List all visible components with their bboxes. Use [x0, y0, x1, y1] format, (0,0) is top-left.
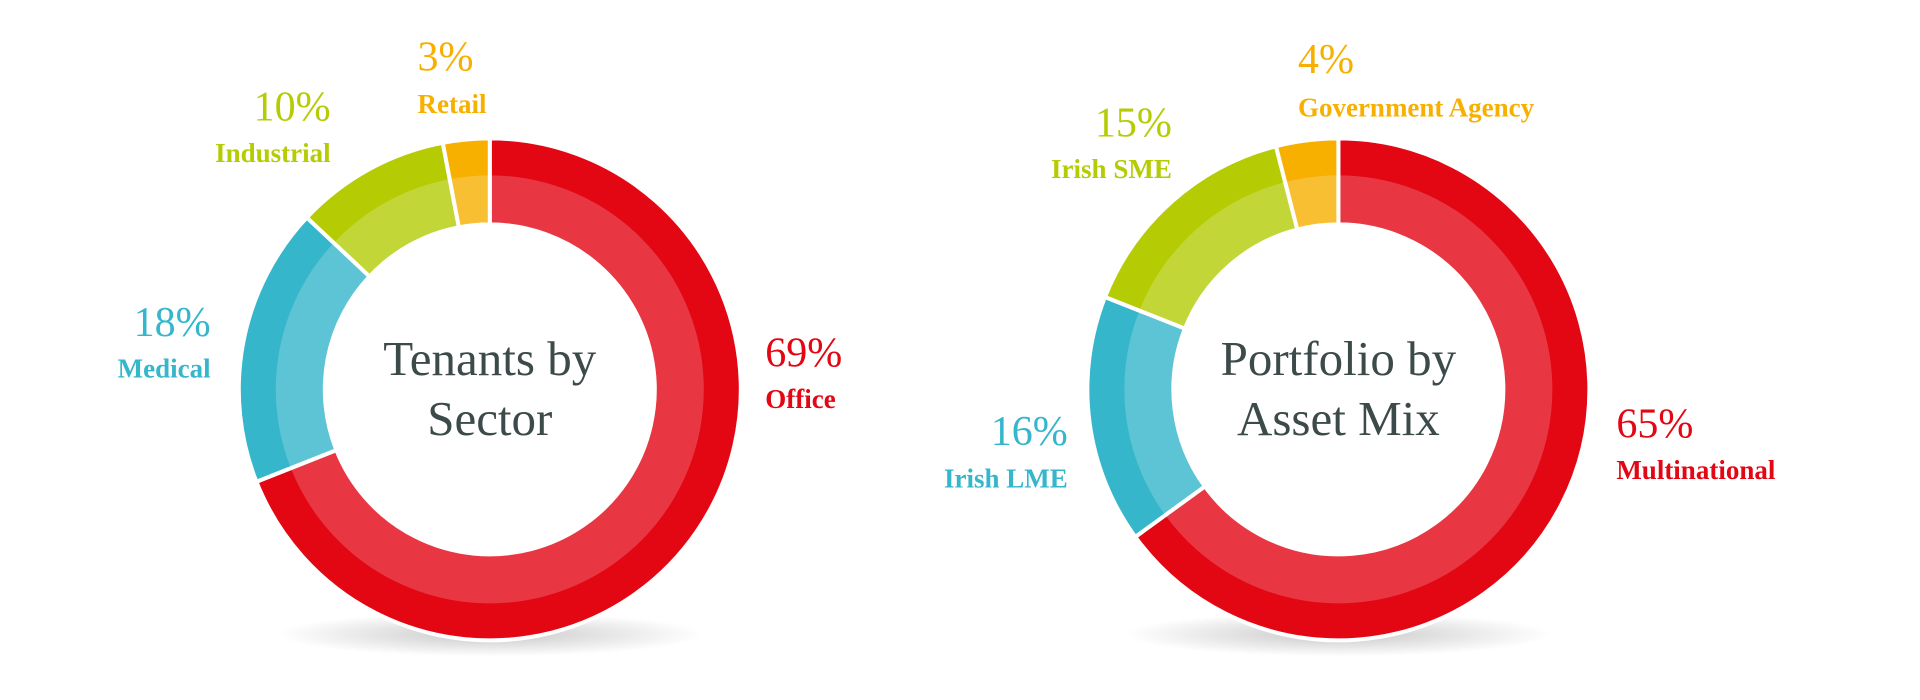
- donut-segment: [1273, 136, 1341, 233]
- chart-title: Portfolio by Asset Mix: [1220, 331, 1457, 447]
- value-label: 10%: [254, 85, 331, 131]
- value-label: 16%: [991, 409, 1068, 455]
- value-label: 69%: [765, 331, 842, 377]
- donut-segment: [1132, 136, 1592, 643]
- donut-segment: [440, 136, 492, 230]
- value-label: 3%: [418, 34, 474, 80]
- value-label: 15%: [1095, 100, 1172, 146]
- category-label: Government Agency: [1298, 93, 1535, 123]
- category-label: Multinational: [1616, 455, 1776, 485]
- inner-band: [275, 175, 704, 604]
- category-label: Medical: [118, 353, 211, 383]
- value-label: 18%: [134, 300, 211, 346]
- category-label: Industrial: [215, 138, 331, 168]
- category-label: Irish SME: [1051, 154, 1172, 184]
- category-label: Irish LME: [944, 464, 1068, 494]
- category-label: Office: [765, 384, 835, 414]
- value-label: 4%: [1298, 37, 1354, 83]
- inner-band: [1124, 175, 1553, 604]
- value-label: 65%: [1616, 402, 1693, 448]
- donut-segment: [253, 136, 743, 643]
- chart-title: Tenants by Sector: [383, 331, 597, 447]
- category-label: Retail: [418, 89, 487, 119]
